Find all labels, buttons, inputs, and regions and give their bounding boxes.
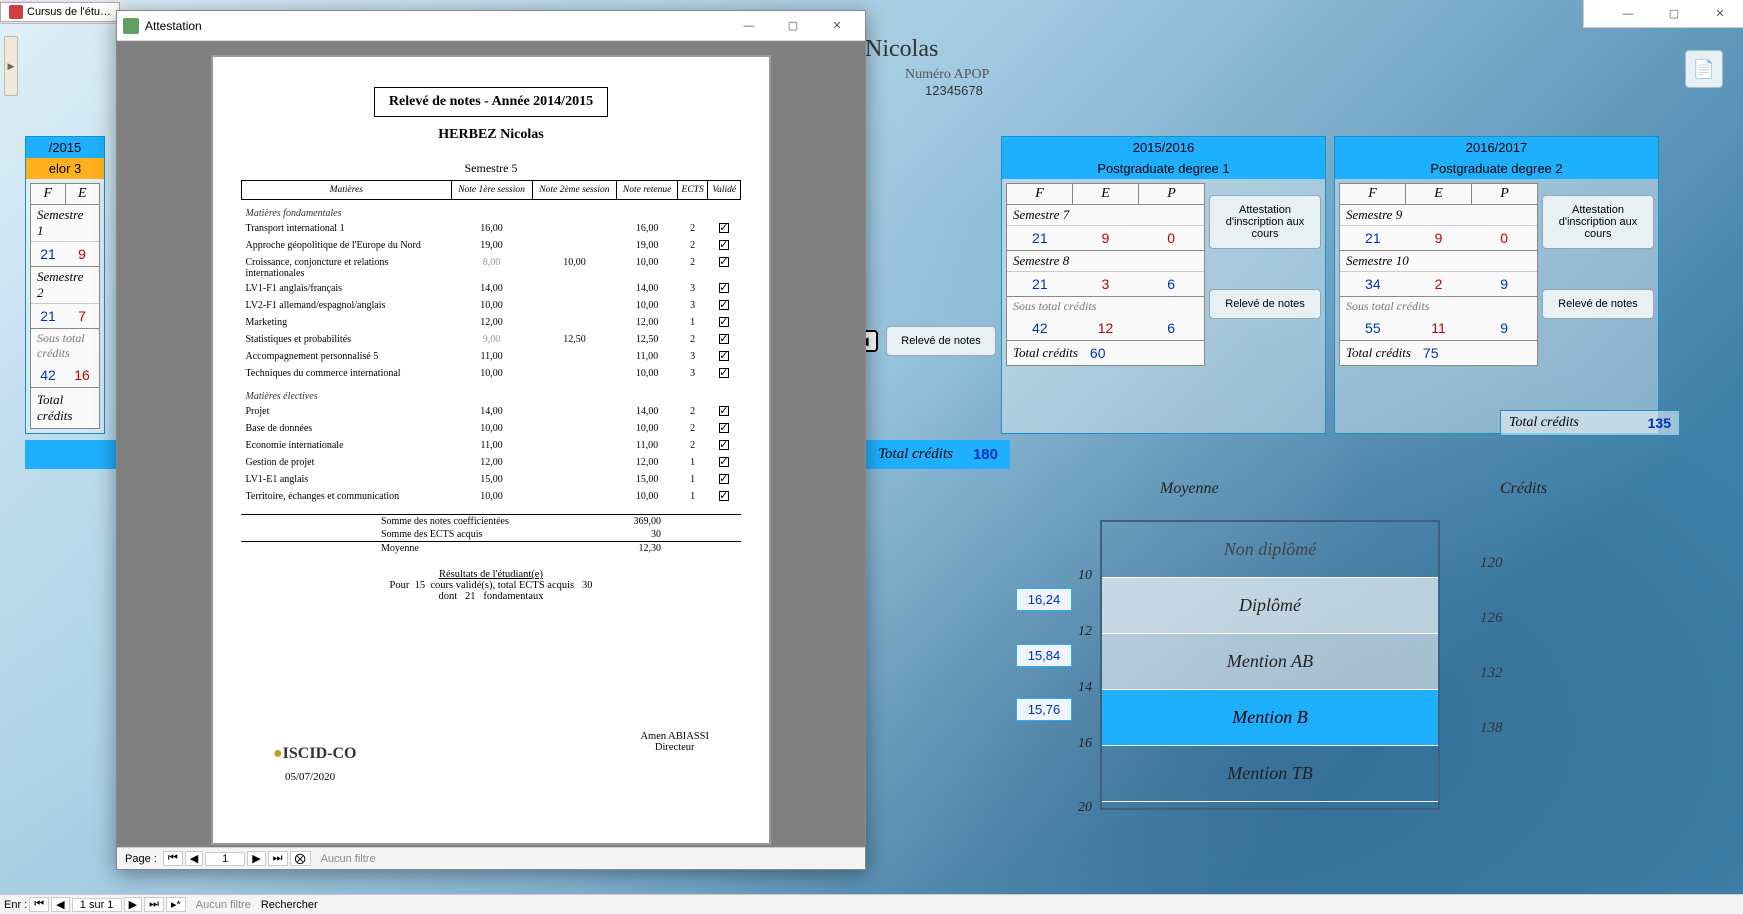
- table-row: Marketing 12,00 12,00 1: [242, 315, 741, 332]
- table-row: Projet 14,00 14,00 2: [242, 404, 741, 421]
- rec-position: 1 sur 1: [72, 898, 122, 912]
- table-row: Base de données 10,00 10,00 2: [242, 421, 741, 438]
- record-navigator: Enr : ⏮ ◀ 1 sur 1 ▶ ⏭ ▸* Aucun filtre Re…: [0, 894, 1743, 914]
- moyenne-value: 16,24: [1016, 588, 1072, 611]
- outer-maximize-button[interactable]: ▢: [1651, 0, 1697, 28]
- attestation-body: Relevé de notes - Année 2014/2015 HERBEZ…: [117, 41, 865, 847]
- outer-close-button[interactable]: ✕: [1697, 0, 1743, 28]
- table-row: Economie internationale 11,00 11,00 2: [242, 438, 741, 455]
- transcript-semester: Semestre 5: [241, 161, 741, 176]
- iscid-logo: ●ISCID-CO: [273, 745, 356, 763]
- releve-button[interactable]: Relevé de notes: [1542, 289, 1654, 319]
- attestation-button[interactable]: Attestation d'inscription aux cours: [1209, 195, 1321, 249]
- rec-filter-label: Aucun filtre: [196, 899, 251, 911]
- grand-total-right: Total crédits 135: [1500, 410, 1680, 436]
- table-row: LV1-E1 anglais 15,00 15,00 1: [242, 472, 741, 489]
- page-last-button[interactable]: ⏭: [268, 851, 288, 866]
- document-button[interactable]: 📄: [1685, 50, 1723, 88]
- table-row: Croissance, conjoncture et relations int…: [242, 255, 741, 281]
- apop-value: 12345678: [925, 83, 1723, 98]
- outer-window-controls: — ▢ ✕: [1583, 0, 1743, 28]
- attestation-titlebar[interactable]: Attestation — ▢ ✕: [117, 11, 865, 41]
- rec-first-button[interactable]: ⏮: [29, 897, 49, 912]
- page-stop-button[interactable]: ⨂: [290, 851, 311, 866]
- transcript-date: 05/07/2020: [285, 771, 335, 783]
- table-row: Transport international 1 16,00 16,00 2: [242, 221, 741, 238]
- page-first-button[interactable]: ⏮: [163, 851, 183, 866]
- rec-last-button[interactable]: ⏭: [144, 897, 164, 912]
- credits-head: Crédits: [1500, 480, 1547, 498]
- degree-head: elor 3: [26, 158, 104, 179]
- page-next-button[interactable]: ▶: [247, 851, 265, 866]
- tab-label: Cursus de l'étu…: [27, 6, 111, 18]
- attestation-app-icon: [123, 18, 139, 34]
- mention-scale: Non diplômé Diplômé Mention AB Mention B…: [1100, 520, 1440, 810]
- att-minimize-button[interactable]: —: [727, 11, 771, 41]
- attestation-title: Attestation: [145, 19, 727, 33]
- rec-prev-button[interactable]: ◀: [51, 897, 69, 912]
- releve-button[interactable]: Relevé de notes: [1209, 289, 1321, 319]
- signature-block: Amen ABIASSI Directeur: [640, 731, 709, 753]
- nav-pane-toggle[interactable]: ▶: [4, 36, 18, 96]
- year-col-2016: 2016/2017 Postgraduate degree 2 FEP Seme…: [1334, 136, 1659, 434]
- outer-minimize-button[interactable]: —: [1605, 0, 1651, 28]
- table-row: Techniques du commerce international 10,…: [242, 366, 741, 383]
- form-icon: [9, 5, 23, 19]
- year-head: /2015: [26, 137, 104, 158]
- grades-table: Matières Note 1ère session Note 2ème ses…: [241, 180, 741, 506]
- student-name: Nicolas: [865, 36, 1723, 63]
- att-filter-label: Aucun filtre: [321, 853, 376, 865]
- year-col-2015: 2015/2016 Postgraduate degree 1 FEP Seme…: [1001, 136, 1326, 434]
- attestation-page-nav: Page : ⏮ ◀ 1 ▶ ⏭ ⨂ Aucun filtre: [117, 847, 865, 869]
- credits-head: F E: [30, 183, 100, 205]
- moyenne-value: 15,84: [1016, 644, 1072, 667]
- rec-next-button[interactable]: ▶: [124, 897, 142, 912]
- tab-cursus[interactable]: Cursus de l'étu…: [0, 2, 120, 22]
- apop-label: Numéro APOP: [905, 67, 1723, 83]
- summary-panel: Moyenne Crédits 180 189 198 207 Non dipl…: [840, 480, 1703, 780]
- page-number: 1: [205, 852, 245, 866]
- att-close-button[interactable]: ✕: [815, 11, 859, 41]
- rec-search-label: Rechercher: [261, 899, 318, 911]
- transcript-title: Relevé de notes - Année 2014/2015: [374, 87, 608, 117]
- transcript-student: HERBEZ Nicolas: [241, 127, 741, 143]
- table-row: Statistiques et probabilités 9,00 12,50 …: [242, 332, 741, 349]
- attestation-window: Attestation — ▢ ✕ Relevé de notes - Anné…: [116, 10, 866, 870]
- transcript-totals: Somme des notes coefficientées369,00 Som…: [241, 514, 741, 555]
- moyenne-head: Moyenne: [1160, 480, 1219, 498]
- access-tabbar: Cursus de l'étu…: [0, 0, 120, 24]
- page-prev-button[interactable]: ◀: [185, 851, 203, 866]
- att-maximize-button[interactable]: ▢: [771, 11, 815, 41]
- table-row: Territoire, échanges et communication 10…: [242, 489, 741, 506]
- moyenne-value: 15,76: [1016, 698, 1072, 721]
- table-row: LV1-F1 anglais/français 14,00 14,00 3: [242, 281, 741, 298]
- table-row: LV2-F1 allemand/espagnol/anglais 10,00 1…: [242, 298, 741, 315]
- rec-new-button[interactable]: ▸*: [166, 897, 186, 912]
- table-row: Approche géopolitique de l'Europe du Nor…: [242, 238, 741, 255]
- attestation-button[interactable]: Attestation d'inscription aux cours: [1542, 195, 1654, 249]
- table-row: Gestion de projet 12,00 12,00 1: [242, 455, 741, 472]
- table-row: Accompagnement personnalisé 5 11,00 11,0…: [242, 349, 741, 366]
- transcript-page: Relevé de notes - Année 2014/2015 HERBEZ…: [211, 55, 771, 845]
- year-col-2014: /2015 elor 3 F E Semestre 1 219 Semestre…: [25, 136, 105, 434]
- releve-button-current[interactable]: Relevé de notes: [886, 326, 996, 356]
- transcript-results: Résultats de l'étudiant(e) Pour 15 cours…: [241, 569, 741, 602]
